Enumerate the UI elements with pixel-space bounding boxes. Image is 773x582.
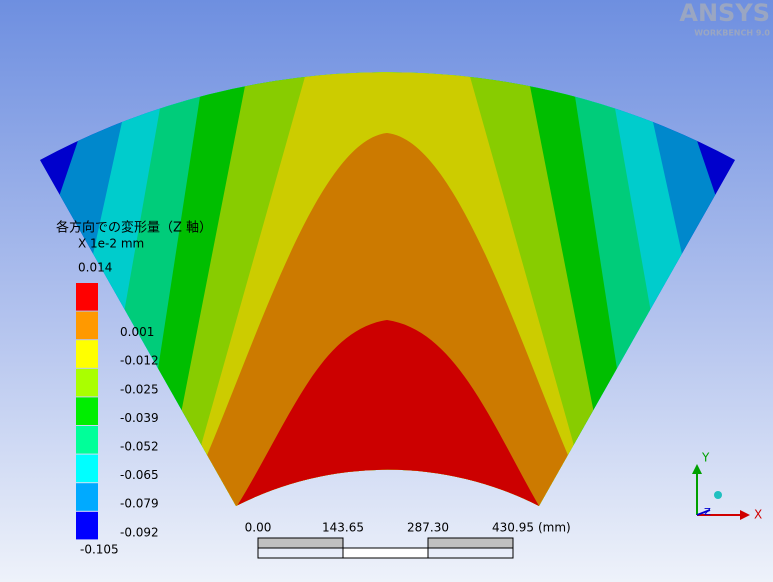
scale-label: 430.95 — [492, 521, 534, 535]
scale-label: 287.30 — [407, 521, 449, 535]
z-axis — [696, 509, 711, 516]
scale-label: 0.00 — [245, 521, 272, 535]
y-arrow — [692, 464, 702, 474]
logo-version: WORKBENCH 9.0 — [694, 29, 770, 38]
legend-swatch — [76, 340, 98, 368]
legend-label: 0.014 — [78, 261, 112, 275]
legend-label: -0.052 — [120, 440, 159, 454]
z-label: Z — [704, 507, 711, 518]
logo: ANSYS — [679, 0, 770, 27]
legend-label: -0.105 — [80, 543, 119, 557]
legend-title: 各方向での変形量（Z 軸） — [56, 220, 212, 236]
legend-swatch — [76, 454, 98, 483]
legend-label: -0.025 — [120, 382, 159, 396]
legend-label: -0.092 — [120, 525, 159, 539]
legend-unit: X 1e-2 mm — [78, 237, 144, 251]
legend-label: -0.012 — [120, 354, 159, 368]
legend-swatch — [76, 426, 98, 454]
legend-swatch — [76, 311, 98, 340]
legend-label: 0.001 — [120, 325, 154, 339]
legend: 0.014 0.001 -0.012 -0.025 -0.039 -0.052 -0.065… — [76, 261, 159, 557]
contour-band — [237, 320, 539, 507]
scale-unit: (mm) — [538, 521, 571, 535]
scale-segment — [257, 537, 344, 549]
scale-segment — [342, 547, 429, 559]
x-arrow — [740, 510, 750, 520]
scale-segment — [427, 537, 514, 549]
legend-swatch — [76, 283, 98, 311]
axis-triad: Y X Z — [692, 451, 762, 522]
legend-swatch — [76, 368, 98, 397]
legend-label: -0.039 — [120, 411, 159, 425]
scale-bar — [257, 537, 514, 559]
legend-label: -0.079 — [120, 497, 159, 511]
legend-swatch — [76, 397, 98, 425]
scale-label: 143.65 — [322, 521, 364, 535]
y-label: Y — [701, 451, 710, 465]
legend-label: -0.065 — [120, 468, 159, 482]
legend-swatch — [76, 511, 98, 540]
scale-frame — [257, 547, 514, 559]
triad-ball — [714, 491, 722, 499]
scale-labels: 0.00 143.65 287.30 430.95 (mm) — [245, 521, 571, 535]
x-label: X — [754, 508, 762, 522]
legend-swatch — [76, 483, 98, 511]
